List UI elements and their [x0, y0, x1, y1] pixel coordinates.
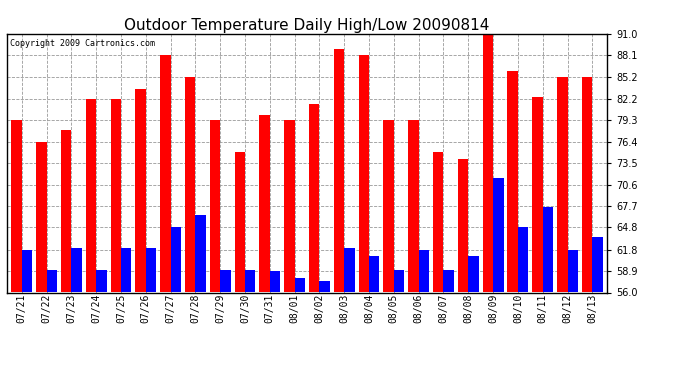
Bar: [146, 248, 156, 292]
Bar: [507, 71, 518, 292]
Bar: [295, 278, 305, 292]
Bar: [319, 281, 330, 292]
Bar: [483, 34, 493, 292]
Bar: [582, 76, 592, 292]
Bar: [71, 248, 82, 292]
Title: Outdoor Temperature Daily High/Low 20090814: Outdoor Temperature Daily High/Low 20090…: [124, 18, 490, 33]
Bar: [518, 228, 529, 292]
Bar: [344, 248, 355, 292]
Bar: [170, 228, 181, 292]
Bar: [86, 99, 96, 292]
Bar: [444, 270, 454, 292]
Bar: [135, 89, 146, 292]
Bar: [259, 115, 270, 292]
Bar: [110, 99, 121, 292]
Bar: [557, 76, 567, 292]
Bar: [384, 120, 394, 292]
Bar: [47, 270, 57, 292]
Bar: [394, 270, 404, 292]
Bar: [61, 130, 71, 292]
Bar: [359, 55, 369, 292]
Bar: [220, 270, 230, 292]
Bar: [543, 207, 553, 292]
Bar: [185, 76, 195, 292]
Bar: [121, 248, 131, 292]
Bar: [493, 178, 504, 292]
Bar: [334, 48, 344, 292]
Bar: [369, 255, 380, 292]
Bar: [458, 159, 469, 292]
Bar: [160, 55, 170, 292]
Bar: [36, 142, 47, 292]
Bar: [408, 120, 419, 292]
Bar: [284, 120, 295, 292]
Bar: [235, 152, 245, 292]
Bar: [309, 104, 319, 292]
Bar: [195, 215, 206, 292]
Text: Copyright 2009 Cartronics.com: Copyright 2009 Cartronics.com: [10, 39, 155, 48]
Bar: [245, 270, 255, 292]
Bar: [270, 271, 280, 292]
Bar: [96, 270, 107, 292]
Bar: [567, 250, 578, 292]
Bar: [210, 120, 220, 292]
Bar: [11, 120, 22, 292]
Bar: [419, 250, 429, 292]
Bar: [22, 250, 32, 292]
Bar: [592, 237, 603, 292]
Bar: [469, 255, 479, 292]
Bar: [532, 97, 543, 292]
Bar: [433, 152, 444, 292]
